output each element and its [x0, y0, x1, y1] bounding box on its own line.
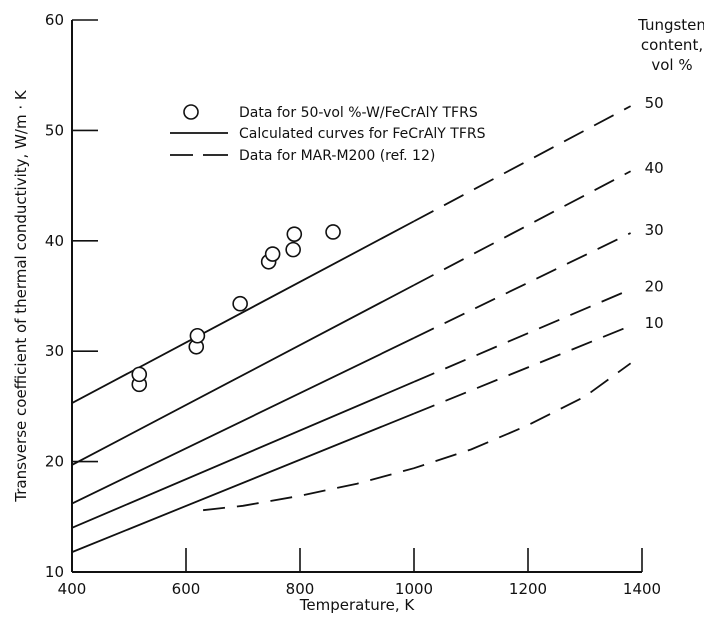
right-title-line-1: Tungsten [637, 16, 704, 34]
curve-label-10: 10 [645, 314, 664, 332]
x-tick-label-1400: 1400 [623, 580, 661, 598]
curve-40-solid [71, 284, 415, 466]
legend: Data for 50-vol %-W/FeCrAlY TFRS Calcula… [170, 104, 486, 164]
data-marker [264, 246, 281, 262]
curve-label-30: 30 [645, 221, 664, 239]
data-markers [131, 224, 341, 393]
y-tick-label-30: 30 [45, 342, 64, 360]
curve-40-dashed [413, 170, 632, 286]
data-marker [286, 226, 303, 242]
bottom-curve-path [203, 362, 632, 512]
curve-label-40: 40 [645, 159, 664, 177]
curve-20-dashed [413, 288, 631, 383]
y-tick-label-60: 60 [45, 11, 64, 29]
x-tick-label-1000: 1000 [395, 580, 433, 598]
curve-label-50: 50 [645, 94, 664, 112]
mar-m200-curve [203, 362, 632, 512]
y-tick-label-10: 10 [45, 563, 64, 581]
right-title-line-2: content, [641, 36, 703, 54]
curve-50-dashed [413, 105, 632, 223]
x-tick-label-400: 400 [58, 580, 87, 598]
y-axis-title: Transverse coefficient of thermal conduc… [12, 89, 30, 503]
curve-30-dashed [413, 232, 631, 339]
legend-dashed-label: Data for MAR-M200 (ref. 12) [239, 148, 435, 164]
curve-30-solid [71, 337, 415, 505]
curve-20-solid [71, 381, 415, 529]
calculated-curves [71, 105, 632, 553]
data-marker [131, 366, 148, 383]
y-tick-label-20: 20 [45, 453, 64, 471]
x-tick-label-800: 800 [286, 580, 315, 598]
curve-50-solid [71, 220, 415, 404]
legend-marker-symbol [183, 104, 199, 120]
x-tick-label-600: 600 [172, 580, 201, 598]
data-marker [285, 241, 301, 258]
curve-label-20: 20 [645, 277, 664, 295]
curve-10-solid [71, 412, 415, 553]
data-marker [232, 295, 248, 312]
y-tick-label-40: 40 [45, 232, 64, 250]
legend-solid-label: Calculated curves for FeCrAlY TFRS [239, 126, 486, 142]
data-marker [189, 327, 206, 344]
y-axis-ticks: 10 20 30 40 50 60 [45, 11, 98, 581]
legend-markers-label: Data for 50-vol %-W/FeCrAlY TFRS [239, 105, 478, 121]
y-tick-label-50: 50 [45, 121, 64, 139]
x-axis-title: Temperature, K [299, 596, 416, 614]
x-axis-ticks: 400 600 800 1000 1200 1400 [58, 548, 661, 598]
data-marker [325, 224, 341, 240]
curve-labels: 50 40 30 20 10 [645, 94, 664, 332]
curve-10-dashed [413, 324, 631, 415]
x-tick-label-1200: 1200 [509, 580, 547, 598]
right-title-line-3: vol % [651, 56, 692, 74]
